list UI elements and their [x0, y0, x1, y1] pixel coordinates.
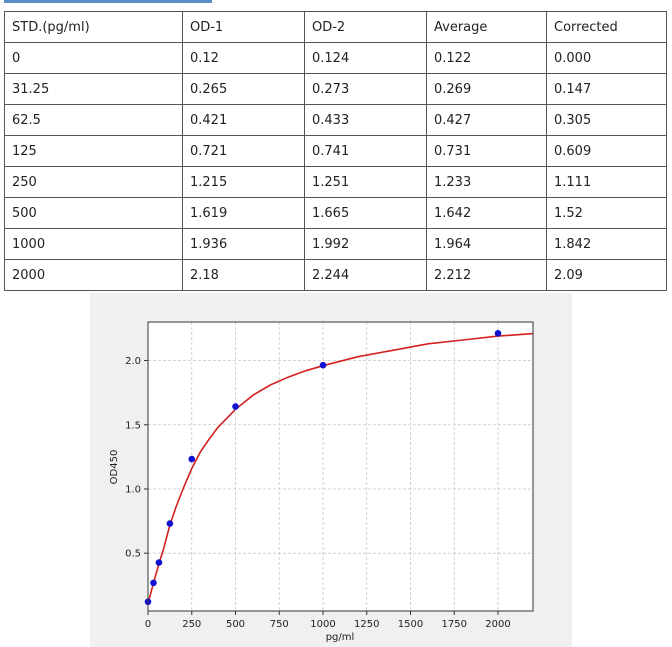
table-cell: 0.122 — [426, 42, 547, 74]
data-point — [155, 559, 163, 566]
x-tick-label: 0 — [145, 619, 151, 630]
table-row: 500 1.619 1.665 1.642 1.52 — [4, 197, 667, 229]
table-cell: 1.619 — [182, 197, 305, 229]
table-cell: 62.5 — [4, 104, 183, 136]
table-row: 62.5 0.421 0.433 0.427 0.305 — [4, 104, 667, 136]
table-cell: 0.427 — [426, 104, 547, 136]
table-row: 31.25 0.265 0.273 0.269 0.147 — [4, 73, 667, 105]
fit-curve — [147, 332, 534, 604]
table-cell: 2.212 — [426, 259, 547, 291]
table-cell: 1.215 — [182, 166, 305, 198]
table-header-cell: Average — [426, 11, 547, 43]
table-cell: 500 — [4, 197, 183, 229]
table-cell: 1.111 — [546, 166, 667, 198]
table-cell: 1.842 — [546, 228, 667, 260]
table-cell: 0.269 — [426, 73, 547, 105]
table-cell: 0.609 — [546, 135, 667, 167]
table-cell: 31.25 — [4, 73, 183, 105]
y-tick-label: 1.0 — [125, 484, 141, 495]
table-header-cell: OD-1 — [182, 11, 305, 43]
table-cell: 2.244 — [304, 259, 427, 291]
table-cell: 0.000 — [546, 42, 667, 74]
data-point — [150, 579, 157, 587]
table-cell: 0.741 — [304, 135, 427, 167]
data-point — [319, 361, 327, 369]
table-row: 0 0.12 0.124 0.122 0.000 — [4, 42, 667, 74]
data-point — [166, 520, 174, 527]
table-cell: 1.936 — [182, 228, 305, 260]
table-cell: 0.12 — [182, 42, 305, 74]
table-row: 125 0.721 0.741 0.731 0.609 — [4, 135, 667, 167]
plot-background — [148, 322, 533, 611]
table-cell: 0.305 — [546, 104, 667, 136]
chart-panel: 0 250 500 750 1000 1250 1500 1750 2000 0.5 1.0 1.5 2… — [90, 293, 572, 647]
data-point — [188, 455, 196, 463]
x-tick-label: 1750 — [442, 619, 467, 630]
y-axis-label: OD450 — [109, 450, 120, 485]
x-tick-label: 1000 — [310, 619, 335, 630]
table-row: 1000 1.936 1.992 1.964 1.842 — [4, 228, 667, 260]
table-cell: 0 — [4, 42, 183, 74]
table-cell: 0.721 — [182, 135, 305, 167]
table-cell: 1000 — [4, 228, 183, 260]
table-cell: 1.52 — [546, 197, 667, 229]
table-cell: 2000 — [4, 259, 183, 291]
table-cell: 0.421 — [182, 104, 305, 136]
x-tick-label: 250 — [182, 619, 201, 630]
table-cell: 0.433 — [304, 104, 427, 136]
table-cell: 1.233 — [426, 166, 547, 198]
y-tick-label: 0.5 — [125, 549, 141, 560]
plot-frame — [147, 321, 534, 612]
table-header-cell: Corrected — [546, 11, 667, 43]
table-row: 250 1.215 1.251 1.233 1.111 — [4, 166, 667, 198]
top-strip — [4, 0, 212, 3]
chart-grid — [147, 322, 533, 611]
table-cell: 125 — [4, 135, 183, 167]
table-cell: 1.964 — [426, 228, 547, 260]
table-cell: 2.18 — [182, 259, 305, 291]
table-cell: 250 — [4, 166, 183, 198]
standard-curve-chart: 0 250 500 750 1000 1250 1500 1750 2000 0.5 1.0 1.5 2… — [109, 321, 534, 643]
x-tick-label: 2000 — [485, 619, 510, 630]
table-cell: 0.124 — [304, 42, 427, 74]
table-cell: 1.642 — [426, 197, 547, 229]
table-cell: 1.992 — [304, 228, 427, 260]
table-cell: 0.265 — [182, 73, 305, 105]
x-tick-label: 1250 — [354, 619, 379, 630]
table-cell: 1.665 — [304, 197, 427, 229]
table-cell: 0.147 — [546, 73, 667, 105]
table-cell: 0.273 — [304, 73, 427, 105]
data-point — [494, 330, 502, 337]
y-tick-label: 2.0 — [125, 356, 141, 367]
x-tick-label: 1500 — [398, 619, 423, 630]
y-tick-label: 1.5 — [125, 420, 141, 431]
data-point — [232, 403, 239, 410]
x-tick-label: 500 — [226, 619, 245, 630]
table-cell: 1.251 — [304, 166, 427, 198]
data-points — [144, 330, 502, 606]
table-header-cell: OD-2 — [304, 11, 427, 43]
table-cell: 0.731 — [426, 135, 547, 167]
table-header-row: STD.(pg/ml) OD-1 OD-2 Average Corrected — [4, 11, 667, 43]
standard-table: STD.(pg/ml) OD-1 OD-2 Average Corrected 0 0.12… — [4, 11, 667, 291]
x-tick-label: 750 — [270, 619, 289, 630]
x-axis-label: pg/ml — [326, 632, 355, 643]
table-header-cell: STD.(pg/ml) — [4, 11, 183, 43]
table-cell: 2.09 — [546, 259, 667, 291]
table-row: 2000 2.18 2.244 2.212 2.09 — [4, 259, 667, 291]
axis-ticks: 0 250 500 750 1000 1250 1500 1750 2000 0.5 1.0 1.5 2… — [125, 356, 511, 630]
